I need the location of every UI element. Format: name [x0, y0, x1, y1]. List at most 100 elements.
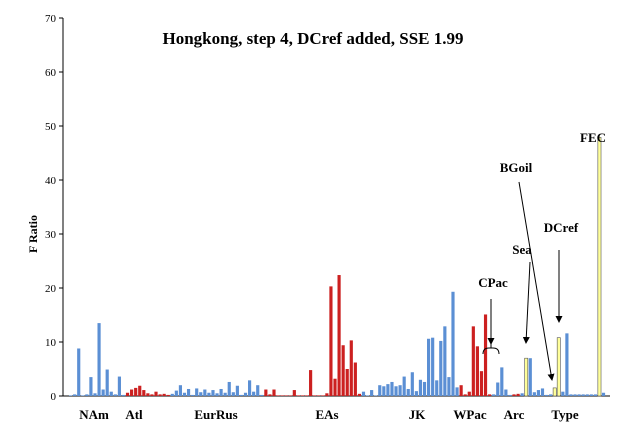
bar-blue: [589, 394, 593, 396]
bar-blue: [386, 384, 390, 396]
bar-blue: [427, 338, 431, 396]
bar-blue: [500, 367, 504, 396]
bar-blue: [435, 380, 439, 396]
bar-blue: [101, 389, 105, 396]
group-label-wpac: WPac: [453, 407, 486, 422]
annotation-bgoil: BGoil: [500, 160, 533, 175]
bar-blue: [219, 388, 223, 396]
bar-blue: [77, 348, 81, 396]
bar-blue: [239, 394, 244, 396]
bar-red: [146, 393, 150, 396]
bar-blue: [544, 394, 549, 396]
bar-blue: [378, 385, 382, 396]
bar-blue: [451, 291, 455, 396]
bar-blue: [195, 388, 199, 396]
bar-red: [142, 390, 146, 396]
axes: 0 10 20 30 40 50 60 70: [45, 13, 610, 403]
cpac-bracket: [482, 344, 500, 355]
y-tick-label: 60: [45, 67, 57, 79]
y-tick-label: 50: [45, 121, 57, 133]
chart-title: Hongkong, step 4, DCref added, SSE 1.99: [162, 29, 463, 48]
bar-red: [341, 345, 345, 396]
bar-yellow: [556, 337, 561, 397]
bar-blue: [573, 394, 577, 396]
bar-blue: [398, 385, 402, 396]
bar-red: [130, 389, 134, 396]
bar-blue: [422, 381, 427, 396]
bar-red: [467, 391, 471, 396]
bar-red: [471, 326, 475, 396]
bar-blue: [121, 394, 126, 396]
bar-blue: [581, 394, 585, 396]
bar-blue: [496, 382, 500, 396]
bar-red: [512, 394, 516, 396]
group-label-eas: EAs: [315, 407, 338, 422]
bar-red: [475, 346, 479, 396]
bar-blue: [117, 376, 121, 396]
group-label-arc: Arc: [504, 407, 525, 422]
y-tick-label: 40: [45, 175, 57, 187]
bar-blue: [410, 372, 414, 396]
bar-blue: [601, 392, 606, 396]
y-tick-label: 20: [45, 283, 57, 295]
bar-blue: [85, 394, 89, 396]
bar-blue: [223, 392, 227, 396]
bar-blue: [402, 376, 406, 396]
bar-blue: [536, 390, 541, 396]
bar-blue: [170, 393, 174, 396]
bar-red: [150, 394, 154, 396]
bar-red: [166, 394, 170, 396]
bar-blue: [439, 340, 443, 396]
arrow-bgoil: [518, 181, 555, 381]
bar-blue: [528, 358, 532, 396]
bar-blue: [549, 394, 553, 396]
bar-blue: [203, 389, 207, 396]
bar-blue: [81, 395, 85, 396]
bar-blue: [93, 393, 97, 396]
bar-blue: [406, 388, 410, 396]
bar-blue: [455, 387, 459, 396]
bar-blue: [565, 333, 569, 396]
annotation-arrows: [482, 181, 563, 381]
bar-blue: [89, 377, 93, 396]
annotation-cpac: CPac: [478, 275, 508, 290]
bar-red: [264, 389, 268, 396]
bar-blue: [418, 379, 423, 396]
bar-blue: [370, 390, 374, 396]
annotation-sea: Sea: [512, 242, 532, 257]
y-tick-label: 0: [51, 391, 57, 403]
bar-blue: [382, 386, 386, 396]
bar-blue: [69, 395, 73, 396]
bar-yellow: [524, 357, 529, 397]
bar-red: [158, 394, 162, 396]
bar-red: [296, 395, 300, 396]
bar-blue: [113, 394, 117, 396]
bar-red: [321, 395, 325, 396]
bar-blue: [215, 393, 219, 396]
bar-red: [333, 378, 337, 396]
bar-blue: [361, 391, 366, 396]
bar-blue: [585, 394, 589, 396]
bar-red: [516, 393, 520, 396]
bar-red: [284, 395, 288, 396]
bar-blue: [227, 381, 231, 396]
bar-red: [317, 395, 321, 396]
bar-red: [288, 395, 292, 396]
bar-blue: [508, 394, 512, 396]
bar-red: [154, 391, 158, 396]
group-label-type: Type: [551, 407, 578, 422]
group-label-nam: NAm: [79, 407, 109, 422]
group-label-eurrus: EurRus: [194, 407, 237, 422]
bar-blue: [540, 388, 545, 396]
bar-yellow: [552, 387, 557, 397]
y-tick-label: 70: [45, 13, 57, 25]
bar-blue: [504, 389, 508, 396]
bar-blue: [252, 391, 256, 396]
bar-red: [304, 395, 309, 396]
bar-blue: [231, 392, 235, 396]
bar-red: [329, 286, 333, 396]
bar-blue: [174, 390, 178, 396]
bar-blue: [248, 380, 252, 396]
bar-blue: [105, 369, 109, 396]
annotation-fec: FEC: [580, 130, 606, 145]
